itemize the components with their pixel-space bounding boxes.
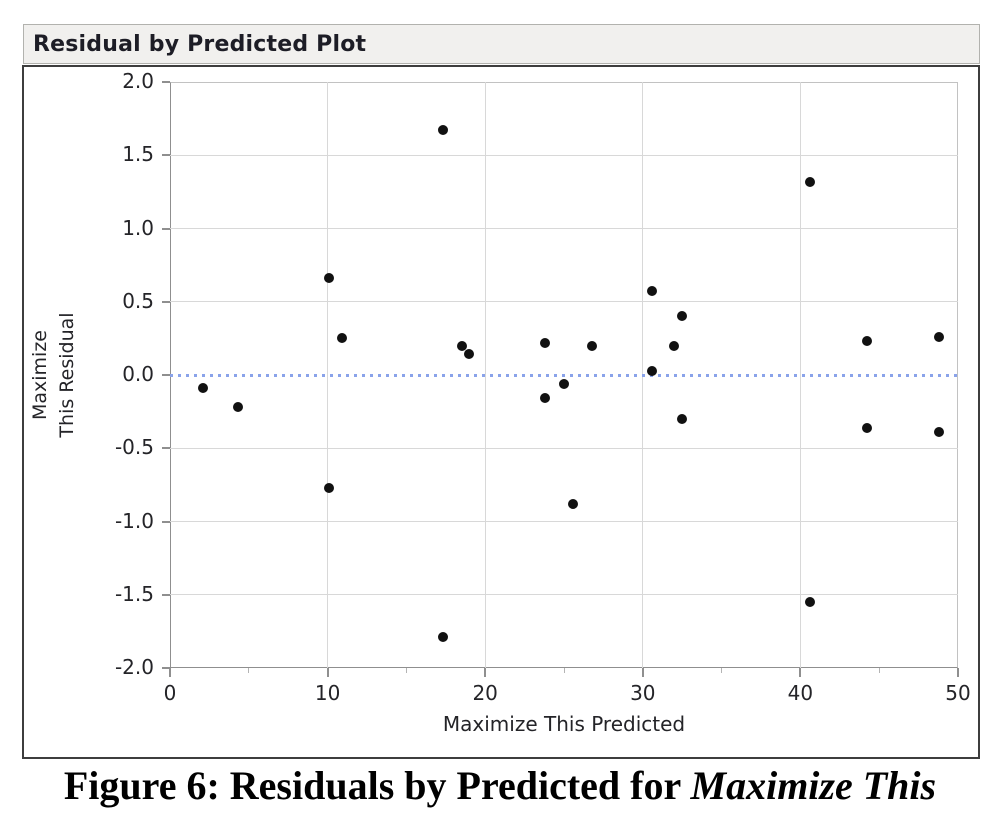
y-axis-tick [162,447,170,450]
y-axis-tick [162,374,170,376]
x-tick-label: 50 [945,681,971,705]
y-axis-label: Maximize This Residual [27,225,83,525]
x-axis-minor-tick [405,668,407,673]
y-tick-label: -0.5 [114,435,154,460]
caption-emphasis: Maximize This [690,763,937,808]
gridline-horizontal [170,521,958,522]
y-tick-label: 1.5 [122,142,154,167]
data-point [804,597,815,608]
x-axis-minor-tick [721,668,723,673]
x-tick-label: 40 [787,681,814,705]
y-axis-tick [162,667,170,669]
data-point [804,176,815,187]
x-axis-minor-tick [563,668,565,673]
zero-reference-line [170,374,958,377]
y-axis-label-line2: This Residual [56,312,78,438]
y-tick-label: -1.0 [114,508,154,533]
data-point [861,336,872,347]
x-axis-minor-tick [878,668,880,673]
gridline-horizontal [170,447,958,449]
axes-layer: 0 10 20 30 40 50 2.0 1.5 1.0 0.5 0.0 -0.5 -1.0 -1.5 -2… [24,67,978,757]
gridline-horizontal [170,228,958,229]
y-tick-label: -1.5 [114,581,154,606]
x-axis-tick [799,668,802,677]
data-point [456,340,467,351]
x-tick-label: 0 [163,681,177,705]
x-tick-label: 30 [630,681,656,705]
x-axis-label: Maximize This Predicted [442,712,686,736]
data-point [437,632,448,643]
data-point [861,422,872,433]
data-point [587,340,598,351]
x-axis-tick [957,668,959,677]
y-tick-label: 2.0 [122,69,154,93]
data-point [540,337,551,348]
figure-caption: Figure 6: Residuals by Predicted for Max… [0,762,1000,809]
x-tick-label: 10 [314,681,341,705]
data-point [464,349,475,360]
x-axis-minor-tick [248,668,250,673]
gridline-horizontal [170,301,958,303]
data-point [540,393,551,404]
data-point [647,365,658,376]
report-section-header: Residual by Predicted Plot [23,24,980,64]
data-point [647,286,658,297]
data-point [934,427,945,438]
data-point [934,331,945,342]
data-point [198,383,209,394]
x-axis-tick [641,668,644,677]
y-axis-tick [162,593,170,596]
x-axis-tick [484,668,487,677]
gridline-horizontal [170,154,958,156]
data-point [669,340,680,351]
data-point [559,378,569,389]
x-tick-label: 20 [472,681,498,705]
y-tick-label: 0.0 [122,362,154,386]
caption-text: Figure 6: Residuals by Predicted for [63,763,691,808]
data-point [324,273,335,284]
x-axis-tick [326,668,329,677]
data-point [677,311,688,322]
data-point [568,498,579,509]
y-axis-tick [162,300,170,303]
plot-container: 0 10 20 30 40 50 2.0 1.5 1.0 0.5 0.0 -0.5 -1.0 -1.5 -2… [22,65,980,759]
gridline-horizontal [170,594,958,596]
report-section-title: Residual by Predicted Plot [33,31,367,57]
x-axis-tick [169,668,171,677]
y-axis-tick [162,81,170,83]
y-tick-label: 0.5 [122,288,154,313]
data-point [677,413,688,424]
y-axis-tick [162,227,170,230]
data-point [437,125,448,136]
data-point [324,482,335,493]
data-point [336,333,347,344]
y-tick-label: -2.0 [114,655,154,679]
y-tick-label: 1.0 [122,215,154,240]
y-axis-label-line1: Maximize [29,330,51,421]
y-axis-tick [162,154,170,157]
data-point [232,402,243,413]
y-axis-tick [162,520,170,523]
